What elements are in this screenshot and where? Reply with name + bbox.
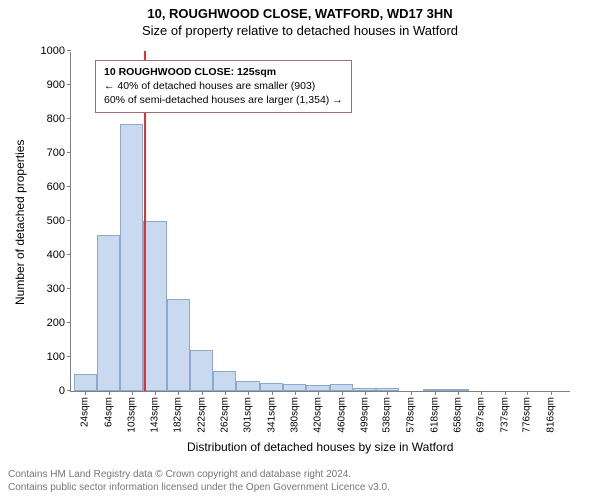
y-tick-mark [67,50,71,51]
x-tick-mark [248,391,249,395]
footer-line-1: Contains HM Land Registry data © Crown c… [8,468,390,481]
x-tick-label: 420sqm [313,397,324,433]
annotation-line-2: ← 40% of detached houses are smaller (90… [104,79,343,93]
x-tick-label: 380sqm [289,397,300,433]
x-tick-label: 578sqm [406,397,417,433]
x-tick-mark [155,391,156,395]
y-tick-label: 1000 [41,45,65,57]
y-tick-mark [67,288,71,289]
y-tick-label: 100 [47,351,65,363]
footer-attribution: Contains HM Land Registry data © Crown c… [8,468,390,494]
y-tick-label: 200 [47,317,65,329]
x-tick-label: 460sqm [336,397,347,433]
y-tick-mark [67,322,71,323]
x-axis-label: Distribution of detached houses by size … [187,440,453,454]
x-tick-mark [365,391,366,395]
x-tick-mark [85,391,86,395]
x-tick-label: 222sqm [196,397,207,433]
footer-line-2: Contains public sector information licen… [8,481,390,494]
y-tick-mark [67,356,71,357]
x-tick-mark [505,391,506,395]
y-tick-mark [67,220,71,221]
histogram-bar [167,299,190,391]
histogram-bar [120,124,143,391]
histogram-bar [260,383,283,392]
x-tick-mark [411,391,412,395]
annotation-line-3: 60% of semi-detached houses are larger (… [104,93,343,107]
y-axis-label: Number of detached properties [13,139,27,304]
histogram-bar [330,384,353,391]
x-tick-label: 697sqm [476,397,487,433]
y-tick-mark [67,152,71,153]
x-tick-label: 143sqm [150,397,161,433]
histogram-bar [97,235,121,391]
histogram-bar [236,381,260,391]
y-tick-label: 300 [47,283,65,295]
y-tick-label: 400 [47,249,65,261]
page-title: 10, ROUGHWOOD CLOSE, WATFORD, WD17 3HN [0,0,600,21]
x-tick-mark [435,391,436,395]
x-tick-label: 341sqm [266,397,277,433]
x-tick-mark [481,391,482,395]
x-tick-label: 499sqm [359,397,370,433]
x-tick-mark [318,391,319,395]
x-tick-mark [387,391,388,395]
y-tick-label: 500 [47,215,65,227]
x-tick-label: 24sqm [80,397,91,427]
y-tick-mark [67,390,71,391]
x-tick-mark [178,391,179,395]
y-tick-label: 0 [59,385,65,397]
y-tick-mark [67,118,71,119]
histogram-bar [283,384,307,391]
x-tick-label: 64sqm [103,397,114,427]
x-tick-label: 103sqm [126,397,137,433]
histogram-bar [74,374,97,391]
x-tick-label: 776sqm [522,397,533,433]
x-tick-mark [132,391,133,395]
x-tick-mark [202,391,203,395]
x-tick-label: 262sqm [220,397,231,433]
y-tick-label: 800 [47,113,65,125]
x-tick-label: 182sqm [173,397,184,433]
annotation-line-1: 10 ROUGHWOOD CLOSE: 125sqm [104,65,343,79]
x-tick-mark [272,391,273,395]
x-tick-mark [225,391,226,395]
annotation-box: 10 ROUGHWOOD CLOSE: 125sqm ← 40% of deta… [95,60,352,113]
histogram-bar [190,350,214,391]
x-tick-label: 618sqm [429,397,440,433]
x-tick-mark [109,391,110,395]
y-tick-mark [67,84,71,85]
y-tick-mark [67,254,71,255]
x-tick-label: 301sqm [243,397,254,433]
x-tick-mark [527,391,528,395]
x-tick-label: 538sqm [382,397,393,433]
y-tick-label: 900 [47,79,65,91]
x-tick-label: 658sqm [453,397,464,433]
x-tick-label: 737sqm [499,397,510,433]
page-subtitle: Size of property relative to detached ho… [0,21,600,38]
x-tick-mark [458,391,459,395]
histogram-bar [213,371,236,391]
y-tick-label: 600 [47,181,65,193]
x-tick-mark [551,391,552,395]
y-tick-label: 700 [47,147,65,159]
y-tick-mark [67,186,71,187]
x-tick-mark [342,391,343,395]
histogram-bar [143,221,167,391]
x-tick-label: 816sqm [546,397,557,433]
x-tick-mark [295,391,296,395]
